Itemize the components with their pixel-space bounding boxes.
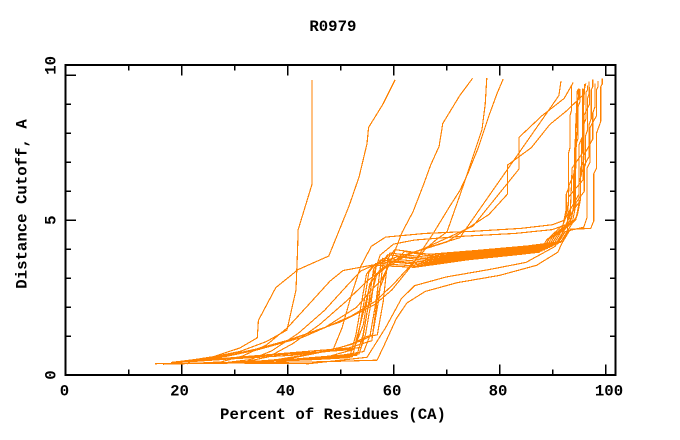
svg-text:0: 0 bbox=[60, 382, 69, 400]
svg-text:10: 10 bbox=[42, 56, 60, 75]
svg-text:5: 5 bbox=[42, 215, 60, 224]
svg-text:20: 20 bbox=[170, 382, 189, 400]
svg-text:Percent of Residues (CA): Percent of Residues (CA) bbox=[220, 406, 446, 424]
svg-text:100: 100 bbox=[595, 382, 623, 400]
svg-text:80: 80 bbox=[489, 382, 508, 400]
svg-text:60: 60 bbox=[383, 382, 402, 400]
svg-text:40: 40 bbox=[276, 382, 295, 400]
svg-text:0: 0 bbox=[42, 370, 60, 379]
svg-text:Distance Cutoff, A: Distance Cutoff, A bbox=[14, 119, 32, 289]
svg-text:R0979: R0979 bbox=[309, 18, 356, 36]
